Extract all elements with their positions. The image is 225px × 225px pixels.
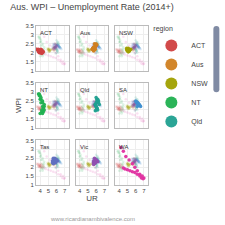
svg-text:6: 6 — [134, 188, 138, 194]
svg-text:7: 7 — [142, 188, 146, 194]
svg-text:1: 1 — [30, 125, 34, 131]
svg-text:2.5: 2.5 — [25, 98, 34, 104]
svg-text:3: 3 — [30, 146, 34, 152]
svg-text:2: 2 — [30, 107, 34, 113]
svg-text:2.5: 2.5 — [25, 155, 34, 161]
svg-text:2: 2 — [30, 50, 34, 56]
svg-text:Aus: Aus — [191, 61, 204, 68]
svg-text:1.5: 1.5 — [25, 116, 34, 122]
svg-text:Aus. WPI – Unemployment Rate (: Aus. WPI – Unemployment Rate (2014+) — [10, 2, 173, 12]
svg-text:7: 7 — [63, 188, 67, 194]
svg-text:5: 5 — [86, 188, 90, 194]
svg-text:2: 2 — [30, 164, 34, 170]
svg-text:3: 3 — [30, 32, 34, 38]
svg-text:region: region — [153, 25, 173, 33]
svg-text:4: 4 — [38, 188, 42, 194]
svg-text:1.5: 1.5 — [25, 173, 34, 179]
svg-text:2.5: 2.5 — [25, 41, 34, 47]
svg-text:www.ricardianambivalence.com: www.ricardianambivalence.com — [50, 216, 135, 222]
svg-text:7: 7 — [103, 188, 107, 194]
svg-text:6: 6 — [94, 188, 98, 194]
svg-text:WA: WA — [119, 144, 128, 150]
svg-text:6: 6 — [55, 188, 59, 194]
svg-text:Qld: Qld — [80, 87, 89, 93]
svg-text:Aus: Aus — [80, 30, 90, 36]
svg-text:1.5: 1.5 — [25, 59, 34, 65]
svg-text:5: 5 — [47, 188, 51, 194]
svg-text:Qld: Qld — [191, 118, 202, 126]
svg-text:NT: NT — [191, 99, 201, 106]
svg-text:5: 5 — [126, 188, 130, 194]
svg-text:3.5: 3.5 — [25, 138, 34, 144]
svg-text:1: 1 — [30, 68, 34, 74]
svg-text:3.5: 3.5 — [25, 23, 34, 29]
svg-text:WPI: WPI — [14, 98, 23, 113]
svg-text:4: 4 — [78, 188, 82, 194]
svg-text:SA: SA — [119, 87, 127, 93]
svg-text:Tas: Tas — [40, 144, 49, 150]
svg-text:1: 1 — [30, 182, 34, 188]
svg-text:4: 4 — [118, 188, 122, 194]
svg-text:NSW: NSW — [119, 30, 133, 36]
svg-text:ACT: ACT — [191, 42, 206, 49]
svg-text:UR: UR — [86, 194, 98, 203]
svg-text:NT: NT — [40, 87, 48, 93]
svg-text:NSW: NSW — [191, 80, 208, 87]
svg-text:3: 3 — [30, 89, 34, 95]
svg-text:3.5: 3.5 — [25, 80, 34, 86]
svg-text:ACT: ACT — [40, 30, 52, 36]
svg-text:Vic: Vic — [80, 144, 88, 150]
